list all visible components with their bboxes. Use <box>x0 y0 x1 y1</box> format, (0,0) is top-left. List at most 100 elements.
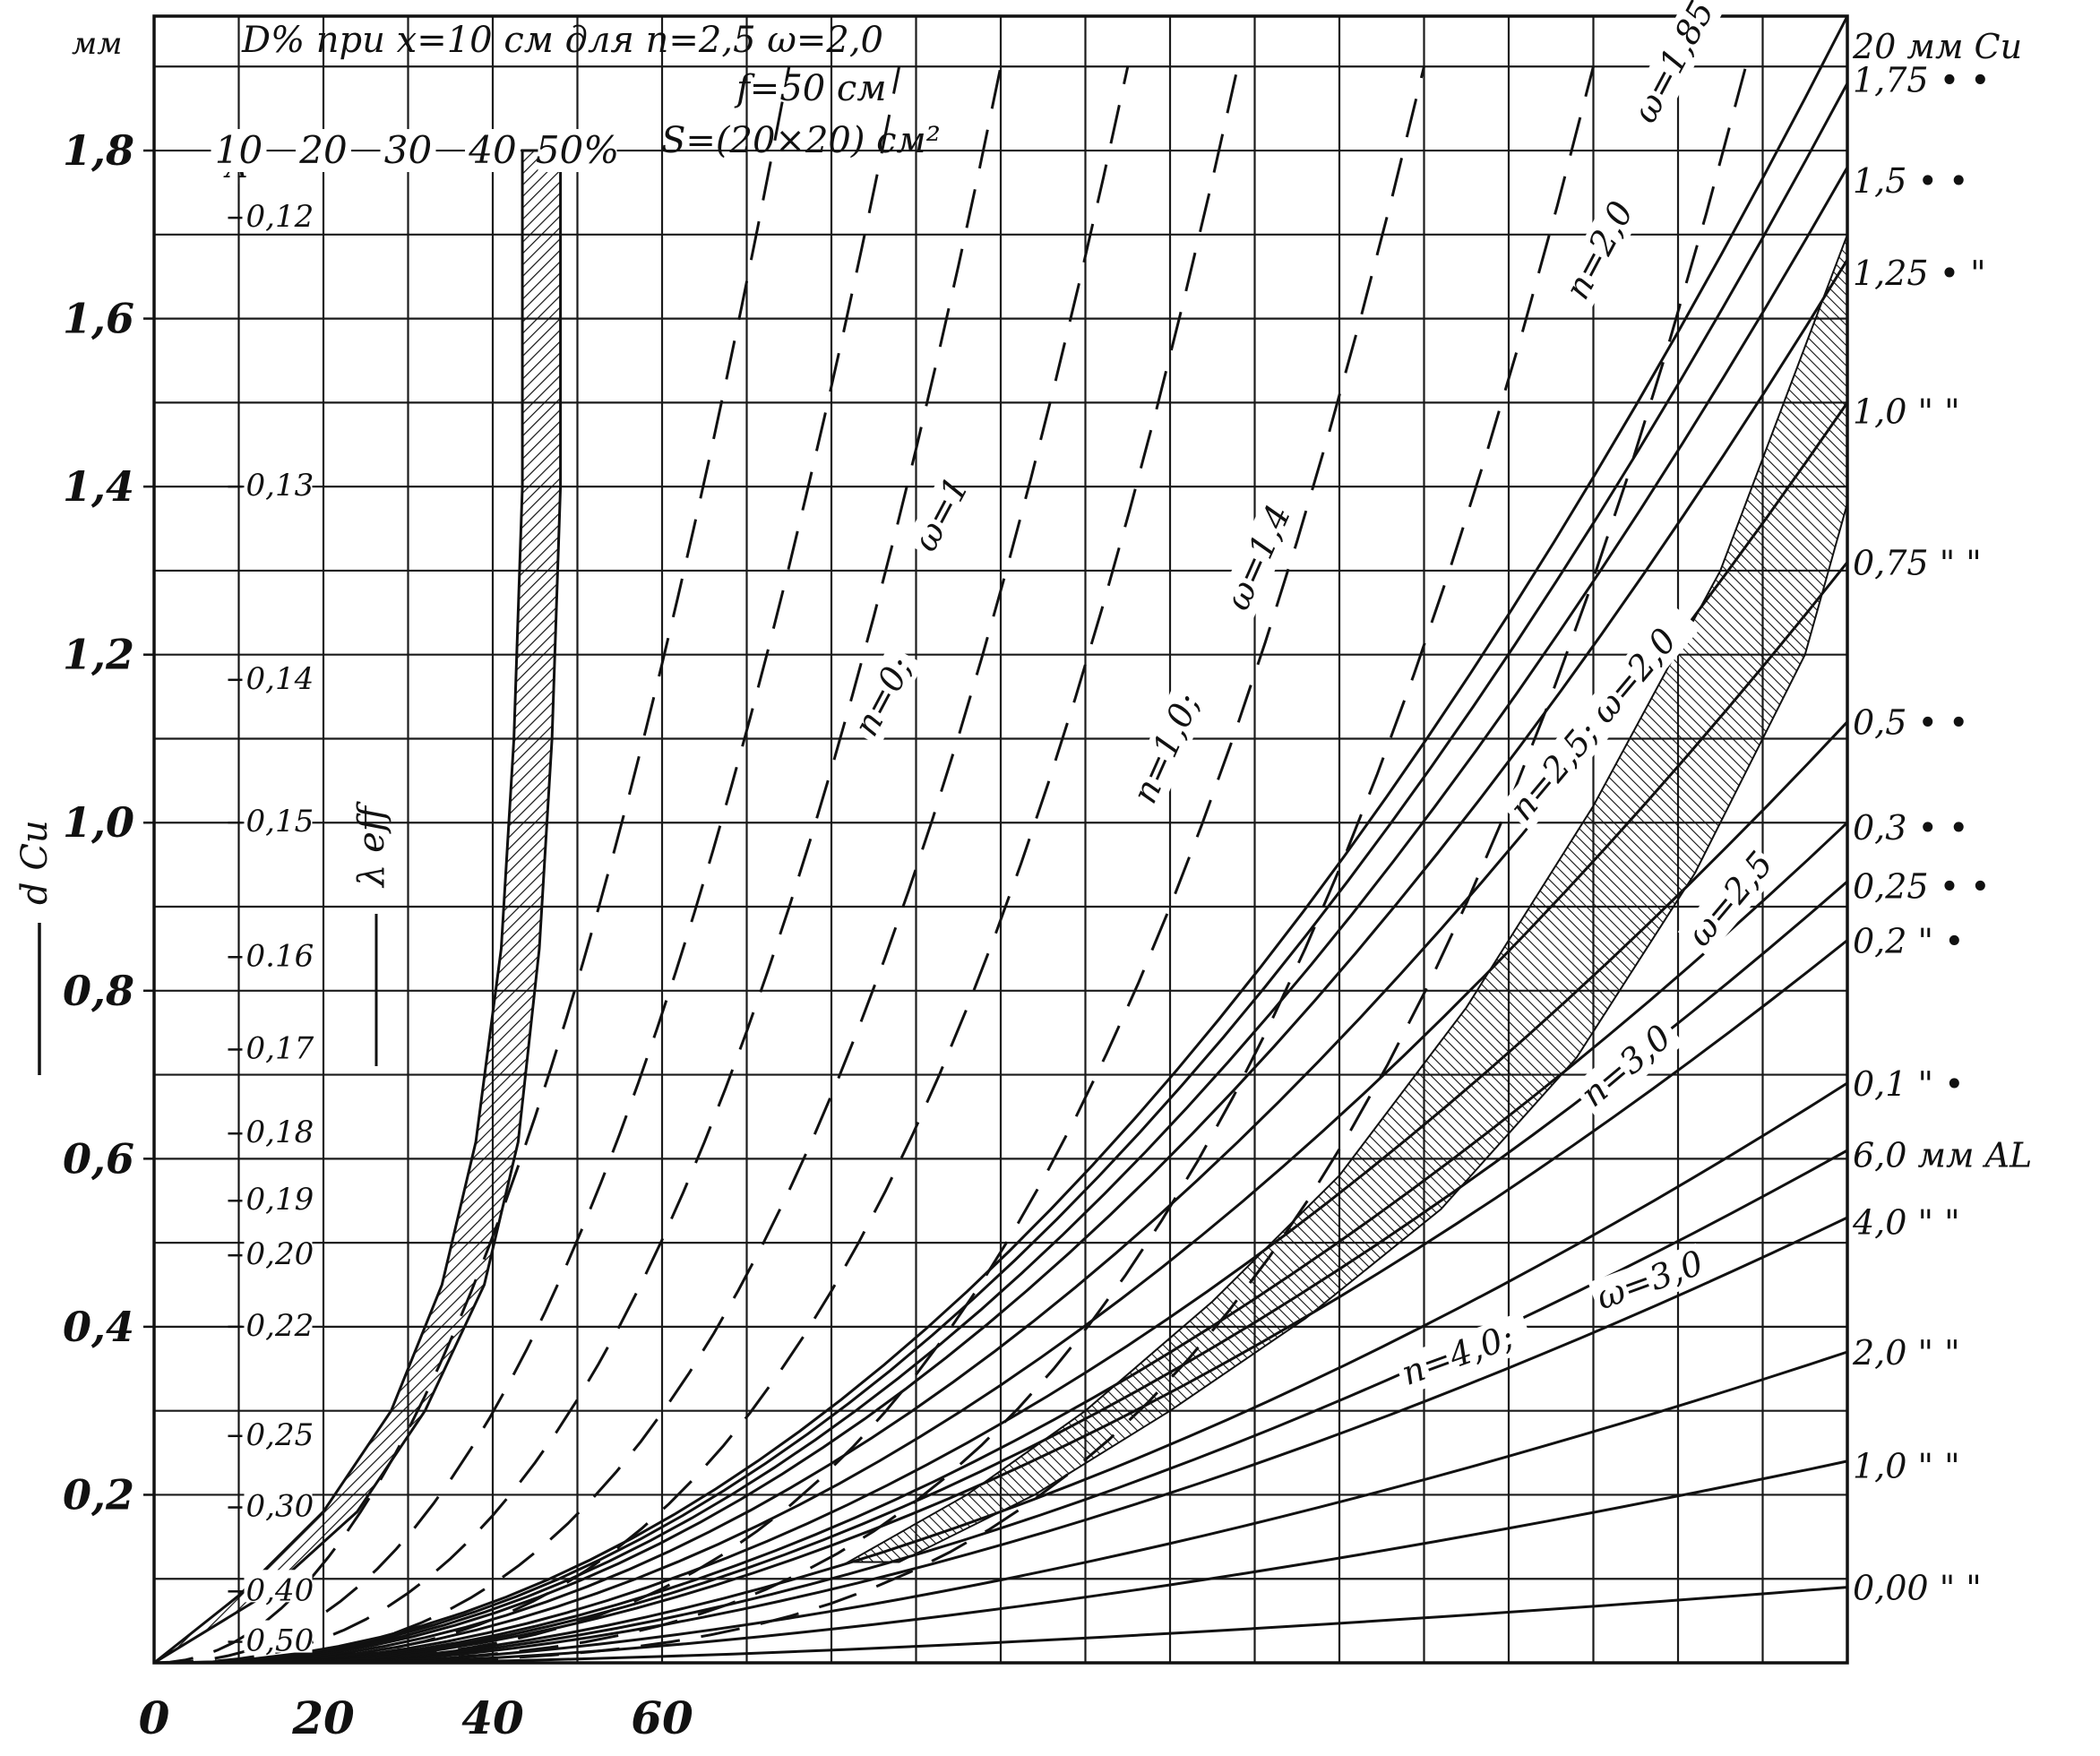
lambda-tick-label: 0,25 <box>246 1417 314 1453</box>
y-tick-labels: 0,2 0,4 0,6 0,8 1,0 1,2 1,4 1,6 1,8 <box>63 126 154 1519</box>
chart-subtitle-2: S=(20×20) см² <box>661 120 941 161</box>
plot-frame <box>152 14 1849 1665</box>
filter-curve <box>234 561 1849 1665</box>
percent-label-bg <box>211 129 267 173</box>
y-tick-label: 1,2 <box>63 631 134 679</box>
lambda-label-bg <box>244 1570 313 1603</box>
filter-labels: 20 мм Cu1,75 • • 1,5 • • 1,25 • " 1,0 " " 0,… <box>1852 27 2032 1608</box>
percent-tick-label: 10 <box>215 128 262 172</box>
lambda-tick-label: 0,20 <box>246 1236 314 1272</box>
filter-label: 0,5 • • <box>1853 703 1968 743</box>
y-tick-label: 1,4 <box>63 462 134 511</box>
y-tick-label: 0,2 <box>63 1470 134 1519</box>
x-tick-label: 40 <box>461 1691 524 1744</box>
filter-curve <box>285 939 1848 1665</box>
curve-label-bg <box>1571 1013 1684 1118</box>
percent-tick-label: 30 <box>384 128 432 172</box>
curve-label: n=2,0 <box>1557 194 1641 306</box>
x-tick-label: 0 <box>139 1691 170 1744</box>
y-tick-label: 1,6 <box>63 295 134 343</box>
dashed-curve <box>154 65 1748 1665</box>
chart-title: D% при x=10 см для n=2,5 ω=2,0 <box>241 20 883 61</box>
lambda-tick-label: 0,18 <box>246 1115 314 1150</box>
filter-label: 1,5 • • <box>1853 161 1968 201</box>
lambda-tick-label: 0,12 <box>246 199 314 235</box>
filter-curve <box>196 167 1849 1665</box>
chart-subtitle-1: f=50 см <box>734 68 887 109</box>
filter-curve <box>260 822 1849 1665</box>
lambda-label-bg <box>244 935 313 968</box>
curve-label-bg <box>1500 602 1701 831</box>
filter-curve <box>336 1350 1848 1665</box>
dashed-curve <box>153 66 791 1665</box>
curve-label-bg <box>1588 1243 1709 1320</box>
lambda-tick-label: 0,14 <box>246 661 314 697</box>
y-tick-label: 1,0 <box>63 798 134 847</box>
lambda-label-bg <box>244 801 313 834</box>
lambda-tick-label: 0,13 <box>246 468 314 504</box>
filter-label: 20 мм Cu <box>1852 27 2022 66</box>
filter-label: 0,75 " " <box>1853 544 1982 583</box>
x-tick-labels: 0 20 40 60 <box>139 1691 693 1744</box>
lambda-tick-label: 0,40 <box>246 1572 314 1608</box>
lambda-tick-label: 0,30 <box>246 1489 314 1525</box>
filter-curve <box>297 1081 1848 1665</box>
curve-label-bg <box>1123 672 1216 813</box>
y-unit-label: мм <box>72 26 122 62</box>
lambda-tick-label: 0,17 <box>246 1030 314 1066</box>
percent-label-bg <box>465 129 521 173</box>
lambda-label-bg <box>244 465 313 498</box>
filter-curve <box>246 720 1849 1665</box>
filter-label: 1,75 • • <box>1853 60 1991 99</box>
curve-label-bg <box>1556 189 1646 310</box>
filter-label: 1,0 " " <box>1853 1447 1960 1486</box>
lambda-label-bg <box>244 196 313 229</box>
lambda-scale: 0,12 0,13 0,14 0,15 0.16 0,17 0,18 0,19 0,20 0,22… <box>228 184 314 1663</box>
curve-label-bg <box>845 645 925 746</box>
lambda-label-bg <box>244 1414 313 1447</box>
curve-label: n=4,0; <box>1397 1316 1519 1393</box>
filter-label: 0,25 • • <box>1853 867 1991 907</box>
dashed-curve <box>154 65 1240 1665</box>
lambda-tick-label: 0.16 <box>246 938 314 974</box>
percent-tick-label: 40 <box>468 128 516 172</box>
curve-labels: n=0;ω=1n=1,0;ω=1,4n=2,0ω=1,85n=2,5; ω=2,… <box>845 0 1782 1396</box>
filter-curve <box>170 15 1849 1665</box>
dashed-curve <box>154 65 1595 1665</box>
filter-curve <box>209 259 1849 1665</box>
lambda-tick-label: 0,19 <box>246 1182 314 1218</box>
filter-label: 1,0 " " <box>1853 392 1960 432</box>
filter-label: 6,0 мм AL <box>1853 1136 2032 1175</box>
lambda-tick-label: 0,22 <box>246 1308 314 1344</box>
percent-tick-label: 50% <box>536 128 619 172</box>
percent-label-bg <box>296 129 351 173</box>
filter-curve <box>184 82 1849 1665</box>
y-tick-label: 0,6 <box>63 1134 134 1183</box>
curve-label-bg <box>1217 498 1300 620</box>
lambda-label-bg <box>244 1304 313 1338</box>
filter-label: 0,3 • • <box>1853 808 1968 848</box>
filter-label: 2,0 " " <box>1852 1333 1960 1373</box>
lambda-label-bg <box>244 658 313 691</box>
dashed-curve <box>154 65 1425 1665</box>
curve-label: ω=1,4 <box>1218 499 1298 616</box>
curve-label-bg <box>1393 1311 1536 1396</box>
curve-label: n=1,0; <box>1124 687 1208 809</box>
y-tick-label: 0,4 <box>63 1303 134 1351</box>
y-axis-label: d Cu <box>14 820 56 905</box>
percent-label-bg <box>538 129 617 173</box>
filter-curve <box>361 1586 1848 1665</box>
lambda-label-bg <box>244 1028 313 1061</box>
lambda-label-bg <box>244 1485 313 1519</box>
lambda-tick-label: 0,15 <box>246 804 314 839</box>
lambda-label-bg <box>244 1620 313 1653</box>
percent-scale: 10 20 30 40 50% <box>211 128 619 173</box>
curve-label-bg <box>904 479 973 562</box>
lambda-label-bg <box>244 1234 313 1267</box>
percent-tick-label: 20 <box>298 128 347 172</box>
x-tick-label: 60 <box>631 1691 693 1744</box>
curve-label-bg <box>1623 0 1723 133</box>
y-tick-label: 0,8 <box>63 967 134 1015</box>
